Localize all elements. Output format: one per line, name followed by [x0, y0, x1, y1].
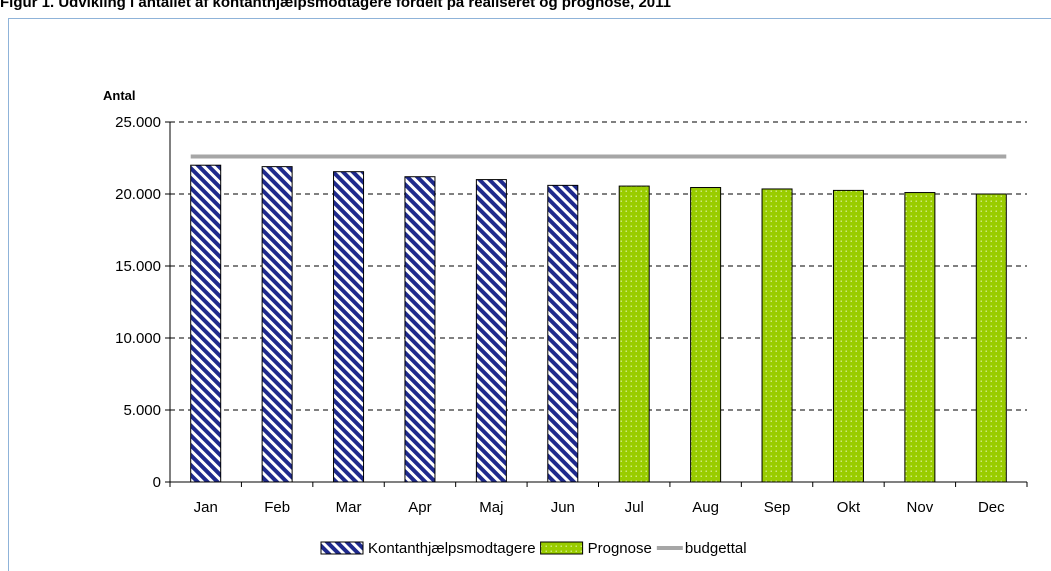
bar-kontanthjælpsmodtagere-maj — [475, 179, 507, 483]
x-tick-label: Sep — [764, 499, 791, 516]
y-tick-label: 20.000 — [115, 186, 161, 203]
y-tick-label: 5.000 — [123, 402, 161, 419]
bar-prognose-sep — [761, 188, 793, 483]
x-tick-label: Dec — [978, 499, 1005, 516]
legend-label-budgettal: budgettal — [685, 540, 747, 557]
bar-prognose-jul — [618, 185, 650, 483]
x-tick-label: Jul — [625, 499, 644, 516]
y-tick-label: 0 — [153, 474, 161, 491]
x-tick-label: Apr — [408, 499, 431, 516]
bar-kontanthjælpsmodtagere-jan — [190, 164, 222, 483]
y-axis-label: Antal — [103, 88, 136, 103]
chart-frame — [8, 18, 1051, 571]
bar-kontanthjælpsmodtagere-feb — [261, 166, 293, 483]
x-tick-label: Jan — [194, 499, 218, 516]
bar-prognose-nov — [904, 192, 936, 483]
x-tick-label: Nov — [907, 499, 934, 516]
legend-label-kontanthjælpsmodtagere: Kontanthjælpsmodtagere — [368, 540, 536, 557]
bar-prognose-okt — [832, 189, 864, 483]
y-tick-label: 10.000 — [115, 330, 161, 347]
bar-prognose-aug — [690, 187, 722, 483]
x-tick-label: Aug — [692, 499, 719, 516]
x-tick-label: Feb — [264, 499, 290, 516]
x-tick-label: Jun — [551, 499, 575, 516]
x-tick-label: Mar — [336, 499, 362, 516]
bar-prognose-dec — [975, 193, 1007, 483]
legend-label-prognose: Prognose — [588, 540, 652, 557]
x-tick-label: Maj — [479, 499, 503, 516]
y-tick-label: 15.000 — [115, 258, 161, 275]
legend-swatch-kontanthjælpsmodtagere — [320, 541, 364, 555]
y-tick-label: 25.000 — [115, 114, 161, 131]
bar-kontanthjælpsmodtagere-jun — [547, 184, 579, 483]
chart-title: Figur 1. Udvikling i antallet af kontant… — [0, 0, 671, 11]
bar-kontanthjælpsmodtagere-apr — [404, 176, 436, 483]
x-tick-label: Okt — [837, 499, 861, 516]
bar-kontanthjælpsmodtagere-mar — [333, 171, 365, 483]
legend-swatch-prognose — [540, 541, 584, 555]
